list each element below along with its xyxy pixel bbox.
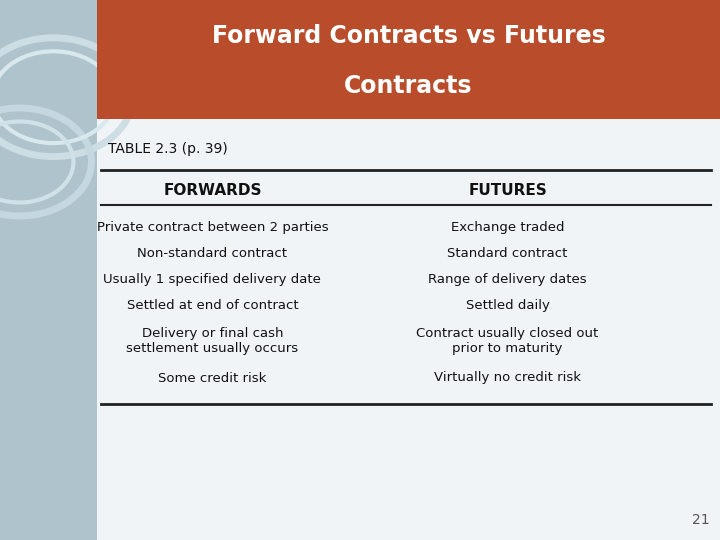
Text: Usually 1 specified delivery date: Usually 1 specified delivery date <box>104 273 321 286</box>
Text: Virtually no credit risk: Virtually no credit risk <box>434 372 581 384</box>
Text: Non-standard contract: Non-standard contract <box>138 247 287 260</box>
Text: TABLE 2.3 (p. 39): TABLE 2.3 (p. 39) <box>108 141 228 156</box>
Text: FORWARDS: FORWARDS <box>163 183 261 198</box>
Text: Private contract between 2 parties: Private contract between 2 parties <box>96 221 328 234</box>
Text: Settled daily: Settled daily <box>466 299 549 312</box>
Text: Some credit risk: Some credit risk <box>158 372 266 384</box>
Text: Settled at end of contract: Settled at end of contract <box>127 299 298 312</box>
Text: 21: 21 <box>692 512 709 526</box>
Text: Range of delivery dates: Range of delivery dates <box>428 273 587 286</box>
Text: Exchange traded: Exchange traded <box>451 221 564 234</box>
Text: Forward Contracts vs Futures: Forward Contracts vs Futures <box>212 24 606 48</box>
Text: Contracts: Contracts <box>344 73 473 98</box>
Text: Delivery or final cash
settlement usually occurs: Delivery or final cash settlement usuall… <box>126 327 299 355</box>
Text: Contract usually closed out
prior to maturity: Contract usually closed out prior to mat… <box>416 327 599 355</box>
Text: Standard contract: Standard contract <box>447 247 568 260</box>
Text: FUTURES: FUTURES <box>468 183 547 198</box>
